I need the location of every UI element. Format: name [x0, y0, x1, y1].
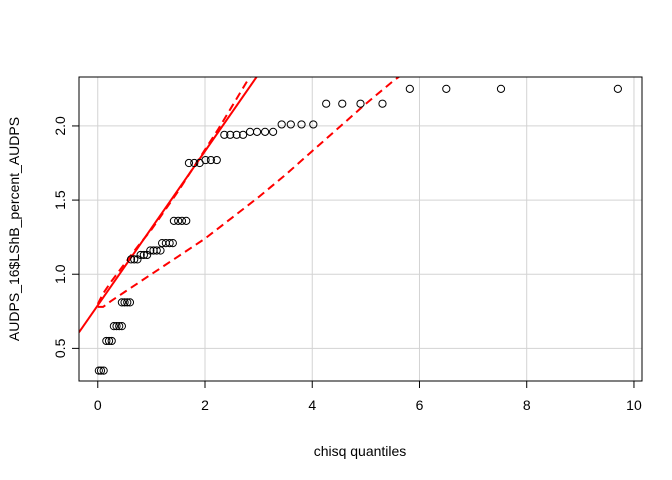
data-point [201, 155, 210, 165]
data-point [168, 238, 177, 248]
reference-lines [79, 77, 401, 333]
x-axis: 0 2 4 6 8 10 [94, 380, 642, 413]
data-point [109, 322, 118, 331]
data-point [245, 127, 255, 136]
x-tick-label: 8 [523, 397, 531, 413]
data-point [338, 99, 347, 108]
data-point [613, 84, 622, 93]
reference-line [79, 77, 258, 333]
x-tick-label: 4 [308, 397, 316, 413]
plot-frame [78, 76, 643, 382]
data-point [126, 255, 136, 264]
data-point [226, 130, 235, 139]
data-point [286, 120, 295, 129]
data-point [136, 250, 145, 260]
data-point [184, 158, 194, 168]
x-axis-title: chisq quantiles [314, 443, 407, 459]
data-point [99, 366, 108, 375]
x-tick-label: 0 [94, 397, 102, 413]
data-point [190, 158, 199, 168]
data-point [117, 298, 126, 307]
data-point [117, 322, 126, 331]
data-point [174, 216, 183, 225]
data-point [112, 322, 121, 331]
data-point [182, 216, 191, 225]
data-point [238, 130, 248, 139]
data-points [94, 84, 622, 375]
data-point [206, 155, 216, 165]
x-tick-label: 10 [626, 397, 642, 413]
data-point [177, 216, 187, 225]
y-tick-label: 1.0 [52, 264, 68, 284]
data-point [356, 99, 365, 108]
y-tick-label: 1.5 [52, 190, 68, 210]
y-tick-label: 2.0 [52, 116, 68, 136]
data-point [107, 336, 116, 346]
grid-lines [79, 77, 642, 381]
data-point [309, 120, 318, 129]
data-point [130, 255, 139, 264]
data-point [252, 127, 262, 136]
data-point [297, 120, 306, 129]
data-point [322, 99, 331, 108]
data-point [442, 84, 451, 93]
data-point [139, 250, 148, 260]
y-tick-label: 0.5 [52, 338, 68, 358]
x-tick-label: 6 [416, 397, 424, 413]
data-point [123, 298, 132, 307]
y-axis-title: AUDPS_16$LShB_percent_AUDPS [6, 117, 22, 341]
envelope-lower-line [97, 77, 401, 308]
data-point [232, 130, 241, 139]
data-point [115, 322, 124, 331]
data-point [269, 127, 278, 136]
envelope-upper-line [96, 77, 251, 305]
y-axis: 0.5 1.0 1.5 2.0 [52, 116, 80, 358]
data-point [156, 246, 165, 255]
data-point [378, 99, 387, 108]
data-point [212, 155, 221, 165]
data-point [96, 366, 106, 375]
data-point [277, 120, 286, 129]
x-tick-label: 2 [201, 397, 209, 413]
data-point [94, 366, 103, 375]
data-point [260, 127, 270, 136]
data-point [125, 298, 135, 307]
data-point [104, 336, 114, 346]
data-point [102, 336, 111, 346]
data-point [152, 246, 161, 255]
data-point [496, 84, 506, 93]
data-point [165, 238, 174, 248]
data-point [169, 216, 179, 225]
data-point [120, 298, 129, 307]
data-point [146, 246, 155, 255]
data-point [405, 84, 414, 93]
data-point [220, 130, 229, 139]
